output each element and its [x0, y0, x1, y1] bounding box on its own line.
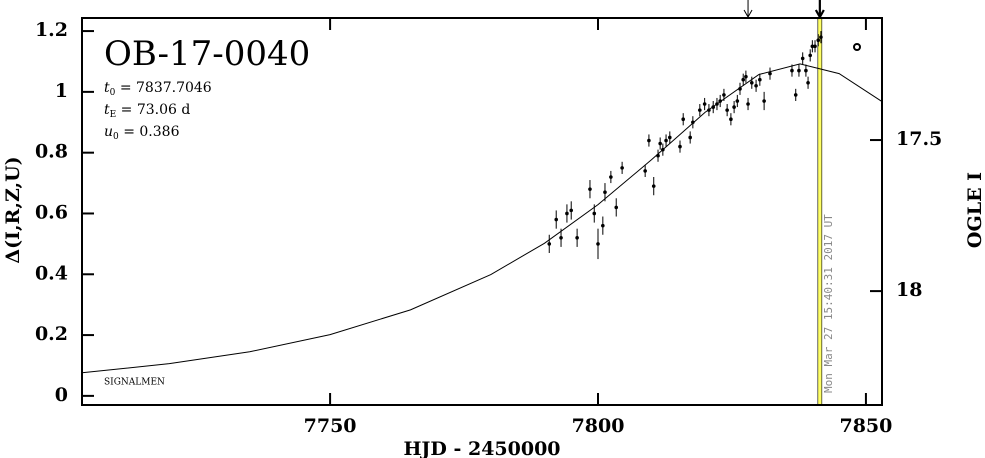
data-point	[816, 38, 821, 42]
data-point	[804, 68, 808, 73]
y-axis-label: Δ(I,R,Z,U)	[2, 156, 24, 263]
data-point	[754, 83, 758, 88]
data-point	[681, 117, 686, 122]
plot-frame	[81, 17, 883, 406]
data-point	[661, 147, 665, 152]
timestamp: Mon Mar 27 15:40:31 2017 UT	[822, 214, 835, 393]
data-point	[651, 184, 656, 188]
data-point	[596, 242, 600, 246]
parameter-value: = 7837.7046	[115, 80, 211, 96]
y2-axis-label: OGLE I	[964, 172, 985, 248]
data-point	[658, 141, 662, 146]
parameter: t0 = 7837.7046	[104, 80, 212, 98]
parameter-symbol: t	[104, 102, 110, 118]
y-tick-label: 0.8	[35, 141, 68, 163]
parameter: u0 = 0.386	[104, 124, 180, 142]
data-point	[702, 102, 707, 106]
parameter-value: = 73.06 d	[116, 102, 190, 118]
data-point	[603, 190, 607, 194]
data-point	[768, 71, 772, 76]
data-point	[813, 44, 817, 49]
data-point	[575, 235, 579, 240]
data-point	[614, 205, 619, 210]
y-tick-label: 0.4	[35, 262, 68, 284]
parameter-subscript: 0	[113, 132, 119, 142]
data-point	[691, 120, 695, 125]
data-point	[718, 99, 722, 103]
data-point	[547, 242, 552, 246]
data-point	[668, 135, 672, 140]
data-point	[559, 235, 563, 240]
data-point	[793, 93, 798, 97]
parameter: tE = 73.06 d	[104, 102, 190, 120]
data-point	[601, 223, 605, 228]
data-point	[808, 53, 812, 58]
data-point	[810, 44, 815, 49]
y-tick-label: 0	[55, 384, 68, 406]
data-point	[656, 153, 660, 158]
data-point	[762, 99, 766, 103]
data-point	[609, 175, 613, 179]
data-point	[664, 138, 668, 143]
y-tick-label: 0.6	[35, 201, 68, 223]
data-point	[732, 105, 736, 109]
data-point	[592, 211, 597, 216]
footnote: SIGNALMEN	[104, 378, 165, 388]
data-point	[565, 211, 569, 216]
data-point	[643, 169, 647, 173]
data-point	[758, 77, 762, 82]
y-tick-label: 1.2	[35, 19, 68, 41]
data-point	[722, 93, 726, 97]
y-tick-label: 0.2	[35, 323, 68, 345]
data-point	[588, 187, 592, 191]
y2-tick-label: 17.5	[896, 128, 942, 150]
data-point	[569, 208, 574, 213]
data-point	[698, 108, 702, 112]
data-point	[744, 74, 748, 79]
data-point	[711, 105, 716, 109]
parameter-value: = 0.386	[119, 124, 180, 140]
data-point	[647, 138, 651, 143]
x-tick-label: 7750	[304, 415, 357, 437]
data-point	[725, 108, 729, 112]
symbol	[853, 43, 861, 51]
x-tick-label: 7800	[572, 415, 625, 437]
arrow-head	[814, 9, 825, 20]
data-point	[688, 135, 692, 140]
data-point	[554, 217, 559, 222]
data-point	[678, 144, 682, 149]
data-point	[746, 102, 750, 106]
chart-title: OB-17-0040	[104, 34, 310, 74]
parameter-symbol: t	[104, 80, 110, 96]
data-point	[800, 56, 805, 61]
data-point	[735, 99, 740, 103]
x-tick-label: 7850	[839, 415, 892, 437]
data-point	[738, 87, 742, 91]
parameter-symbol: u	[104, 124, 113, 140]
data-point	[797, 68, 801, 73]
y2-tick-label: 18	[896, 279, 922, 301]
parameter-subscript: E	[110, 110, 117, 120]
x-axis-label: HJD - 2450000	[403, 438, 560, 458]
arrow-head	[743, 9, 753, 19]
data-point	[707, 108, 711, 112]
data-point	[806, 80, 810, 85]
model-curve	[81, 63, 883, 374]
data-point	[620, 166, 624, 170]
y-tick-label: 1	[55, 80, 68, 102]
data-point	[729, 117, 733, 122]
parameter-subscript: 0	[110, 88, 116, 98]
data-point	[715, 102, 719, 106]
data-point	[819, 35, 823, 39]
data-point	[790, 68, 794, 73]
data-point	[741, 77, 746, 82]
data-point	[749, 80, 754, 85]
